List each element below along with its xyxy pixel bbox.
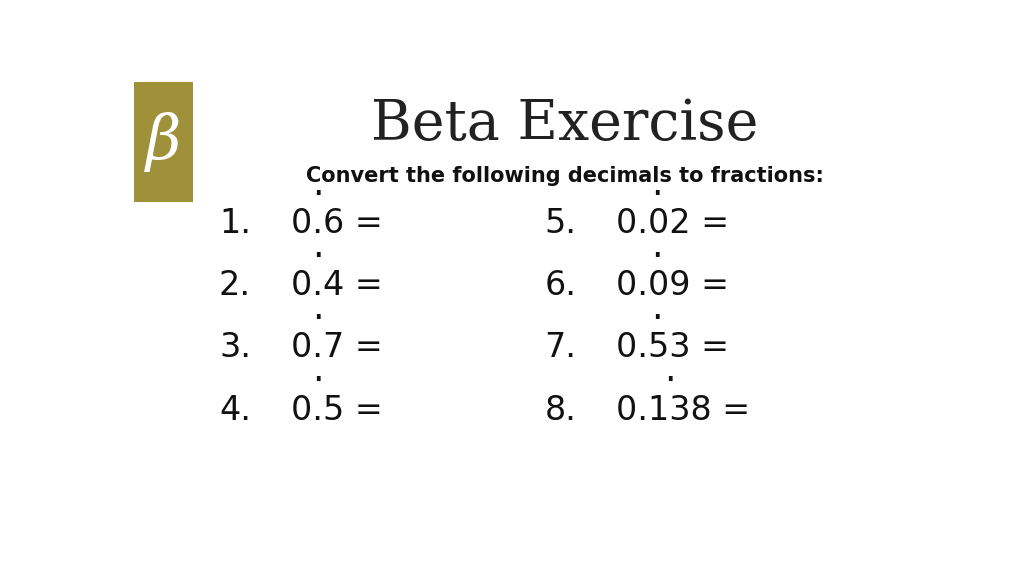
Text: 2.: 2. <box>219 270 251 302</box>
Text: 0.09 =: 0.09 = <box>616 270 729 302</box>
Text: 0.5 =: 0.5 = <box>291 393 382 426</box>
Text: ·: · <box>651 177 663 214</box>
Text: Beta Exercise: Beta Exercise <box>371 97 758 152</box>
Text: 4.: 4. <box>219 393 251 426</box>
Text: 5.: 5. <box>545 207 577 240</box>
Text: ·: · <box>312 177 324 214</box>
FancyBboxPatch shape <box>133 82 194 202</box>
Text: 0.02 =: 0.02 = <box>616 207 729 240</box>
Text: 6.: 6. <box>545 270 577 302</box>
Text: ·: · <box>312 363 324 400</box>
Text: 0.4 =: 0.4 = <box>291 270 382 302</box>
Text: β: β <box>145 112 181 172</box>
Text: 0.7 =: 0.7 = <box>291 331 382 365</box>
Text: 0.6 =: 0.6 = <box>291 207 382 240</box>
Text: 7.: 7. <box>545 331 577 365</box>
Text: 0.53 =: 0.53 = <box>616 331 729 365</box>
Text: ·: · <box>665 363 676 400</box>
Text: 3.: 3. <box>219 331 251 365</box>
Text: 1.: 1. <box>219 207 251 240</box>
Text: ·: · <box>651 301 663 338</box>
Text: ·: · <box>312 301 324 338</box>
Text: 8.: 8. <box>545 393 577 426</box>
Text: Convert the following decimals to fractions:: Convert the following decimals to fracti… <box>305 165 823 185</box>
Text: ·: · <box>312 239 324 276</box>
Text: ·: · <box>651 239 663 276</box>
Text: 0.138 =: 0.138 = <box>616 393 751 426</box>
